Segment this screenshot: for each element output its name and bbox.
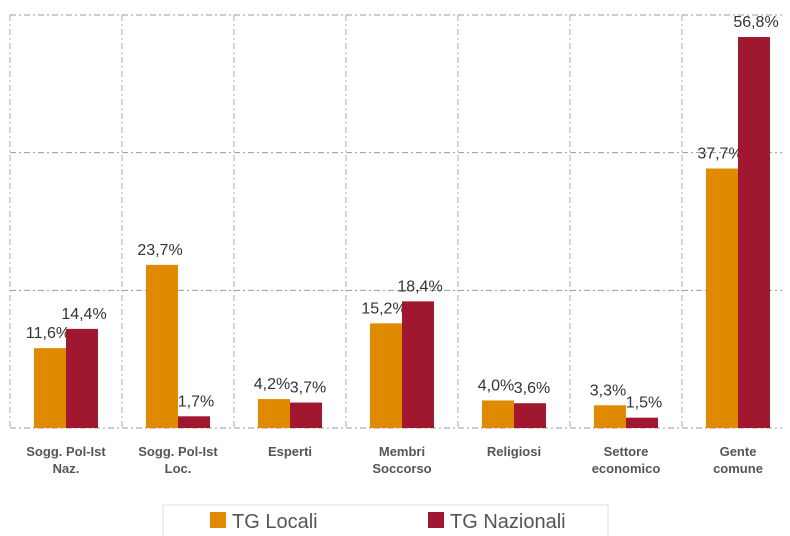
bar xyxy=(34,348,66,428)
bar xyxy=(258,399,290,428)
x-tick-label: Esperti xyxy=(267,444,313,459)
bar xyxy=(402,301,434,428)
x-tick-label: Membri Soccorso xyxy=(372,444,432,476)
value-label: 1,7% xyxy=(178,393,214,410)
bar xyxy=(146,264,178,428)
value-label: 18,4% xyxy=(397,278,442,295)
value-label: 11,6% xyxy=(26,325,70,342)
value-label: 3,7% xyxy=(290,380,326,397)
x-tick-label: Settore economico xyxy=(591,444,661,476)
value-label: 56,8% xyxy=(733,14,778,31)
value-label: 1,5% xyxy=(626,395,662,412)
value-label: 3,3% xyxy=(590,382,626,399)
legend-swatch xyxy=(210,512,226,528)
legend-swatch xyxy=(428,512,444,528)
value-label: 3,6% xyxy=(514,380,550,397)
bar xyxy=(66,328,98,428)
value-label: 15,2% xyxy=(361,300,406,317)
bar xyxy=(626,417,658,428)
value-label: 37,7% xyxy=(697,145,742,162)
x-tick-label: Gente comune xyxy=(713,444,763,476)
value-label: 4,0% xyxy=(478,377,514,394)
value-label: 4,2% xyxy=(254,376,290,393)
value-label: 14,4% xyxy=(61,306,106,323)
value-label: 23,7% xyxy=(137,242,182,259)
bar xyxy=(482,400,514,428)
x-tick-label: Religiosi xyxy=(486,444,542,459)
bar xyxy=(370,323,402,428)
legend-label: TG Locali xyxy=(232,511,318,533)
bar xyxy=(178,416,210,428)
legend-label: TG Nazionali xyxy=(450,511,566,533)
bar xyxy=(594,405,626,428)
x-tick-label: Sogg. Pol-Ist Loc. xyxy=(138,444,218,476)
bar xyxy=(290,402,322,428)
x-tick-label: Sogg. Pol-Ist Naz. xyxy=(26,444,106,476)
bar xyxy=(738,37,770,428)
bar xyxy=(706,168,738,428)
legend-box xyxy=(162,504,609,536)
bar xyxy=(514,403,546,428)
